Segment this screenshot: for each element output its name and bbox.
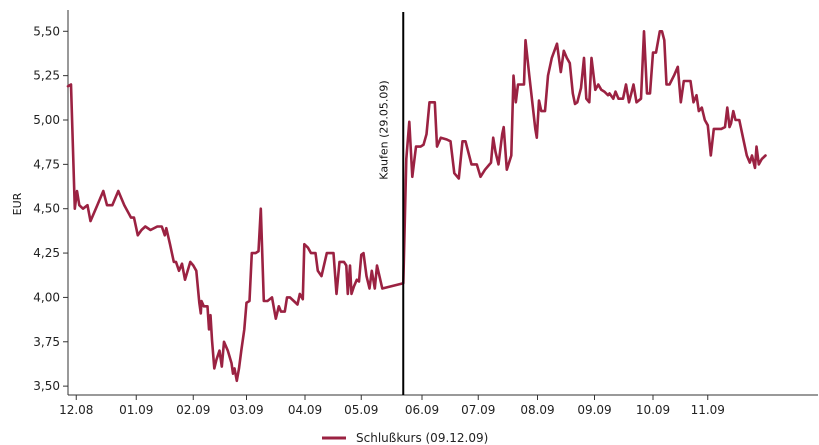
y-tick-label: 3,50: [33, 379, 60, 393]
x-tick-label: 07.09: [461, 403, 495, 417]
y-tick-label: 4,75: [33, 157, 60, 171]
y-tick-label: 4,50: [33, 202, 60, 216]
y-tick-label: 5,25: [33, 69, 60, 83]
x-tick-label: 03.09: [229, 403, 263, 417]
y-axis-label: EUR: [11, 192, 24, 215]
x-tick-label: 12.08: [59, 403, 93, 417]
x-tick-label: 01.09: [119, 403, 153, 417]
annotation-layer: Kaufen (29.05.09): [377, 12, 405, 395]
x-tick-label: 10.09: [636, 403, 670, 417]
y-tick-label: 5,50: [33, 24, 60, 38]
y-tick-label: 4,00: [33, 290, 60, 304]
y-tick-label: 3,75: [33, 335, 60, 349]
x-tick-label: 06.09: [405, 403, 439, 417]
series-layer: [66, 29, 767, 383]
axes: [67, 10, 818, 396]
x-tick-label: 04.09: [288, 403, 322, 417]
x-tick-label: 11.09: [691, 403, 725, 417]
x-axis-ticks: 12.08 01.09 02.09 03.09 04.09 05.09 06.09 07.09…: [59, 395, 725, 417]
series-line: [66, 29, 767, 383]
legend: Schlußkurs (09.12.09): [322, 431, 488, 445]
legend-label: Schlußkurs (09.12.09): [356, 431, 488, 445]
y-axis-ticks: 3,50 3,75 4,00 4,25 4,50 4,75 5,00 5,25 5,50: [33, 24, 68, 393]
buy-marker-label: Kaufen (29.05.09): [377, 80, 390, 179]
y-tick-label: 5,00: [33, 113, 60, 127]
y-tick-label: 4,25: [33, 246, 60, 260]
x-tick-label: 02.09: [176, 403, 210, 417]
x-tick-label: 08.09: [520, 403, 554, 417]
x-tick-label: 05.09: [344, 403, 378, 417]
x-tick-label: 09.09: [577, 403, 611, 417]
